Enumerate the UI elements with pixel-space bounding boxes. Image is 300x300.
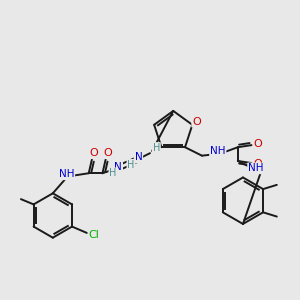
Text: NH: NH xyxy=(210,146,226,156)
Text: O: O xyxy=(90,148,98,158)
Text: H: H xyxy=(109,168,117,178)
Text: O: O xyxy=(103,148,112,158)
Text: NH: NH xyxy=(248,163,264,173)
Text: N: N xyxy=(134,152,142,162)
Text: O: O xyxy=(192,117,201,127)
Text: Cl: Cl xyxy=(89,230,100,240)
Text: H: H xyxy=(127,160,135,170)
Text: O: O xyxy=(254,159,262,169)
Text: N: N xyxy=(114,162,122,172)
Text: NH: NH xyxy=(59,169,74,179)
Text: H: H xyxy=(153,143,160,153)
Text: O: O xyxy=(254,139,262,149)
